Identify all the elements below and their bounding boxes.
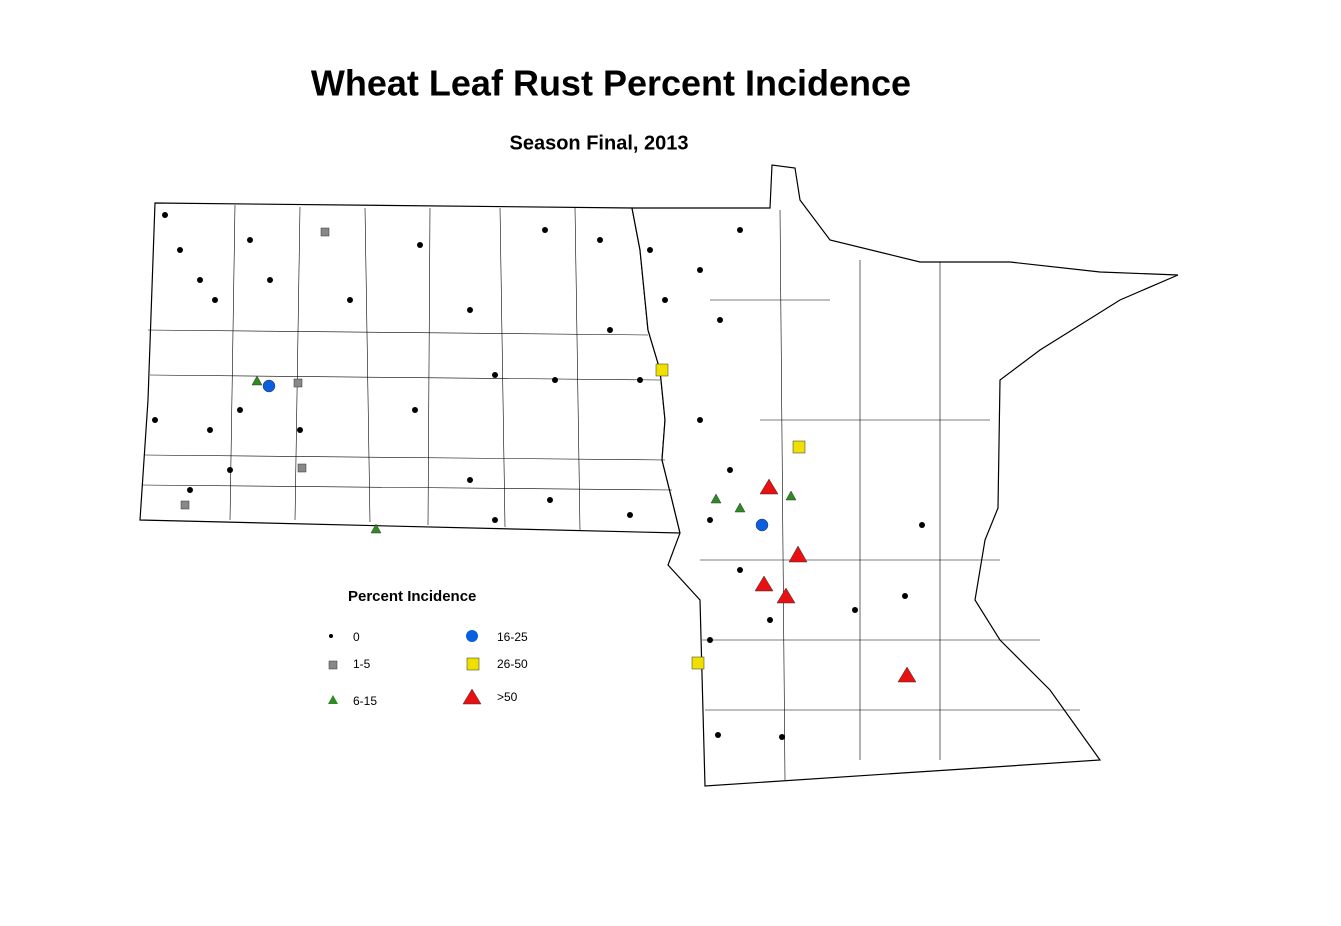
marker: [417, 242, 423, 248]
legend: Percent Incidence 0 1-5 6-15 16-25 26-50…: [328, 588, 528, 708]
zero-markers: [152, 212, 925, 740]
marker: [347, 297, 353, 303]
marker: [207, 427, 213, 433]
marker: [754, 575, 774, 592]
marker: [647, 247, 653, 253]
marker: [251, 375, 263, 386]
marker: [297, 463, 307, 473]
map-title: Wheat Leaf Rust Percent Incidence: [311, 63, 911, 104]
marker: [320, 227, 330, 237]
marker: [547, 497, 553, 503]
marker: [776, 587, 796, 604]
legend-title: Percent Incidence: [348, 588, 476, 605]
marker: [227, 467, 233, 473]
legend-label: 1-5: [353, 657, 371, 671]
marker: [779, 734, 785, 740]
marker: [267, 277, 273, 283]
marker: [715, 732, 721, 738]
marker: [785, 490, 797, 501]
marker: [297, 427, 303, 433]
legend-symbol: [329, 634, 333, 638]
marker: [467, 307, 473, 313]
county-lines: [141, 204, 1080, 781]
marker: [919, 522, 925, 528]
north-dakota: [139, 202, 681, 534]
marker: [197, 277, 203, 283]
marker: [707, 517, 713, 523]
marker: [727, 467, 733, 473]
other-markers: [180, 227, 917, 683]
marker: [492, 517, 498, 523]
legend-symbol: [462, 688, 482, 705]
marker: [627, 512, 633, 518]
marker: [792, 440, 806, 454]
marker: [237, 407, 243, 413]
marker: [655, 363, 669, 377]
marker: [737, 567, 743, 573]
marker: [737, 227, 743, 233]
marker: [697, 417, 703, 423]
marker: [187, 487, 193, 493]
marker: [370, 523, 382, 534]
marker: [710, 493, 722, 504]
marker: [734, 502, 746, 513]
map-subtitle: Season Final, 2013: [510, 132, 689, 154]
marker: [467, 477, 473, 483]
marker: [247, 237, 253, 243]
marker: [597, 237, 603, 243]
legend-symbol: [466, 657, 480, 671]
legend-symbol: [328, 695, 338, 704]
marker: [637, 377, 643, 383]
marker: [162, 212, 168, 218]
legend-symbol: [328, 660, 338, 670]
marker: [212, 297, 218, 303]
legend-label: >50: [497, 690, 518, 704]
marker: [717, 317, 723, 323]
legend-symbol: [466, 630, 478, 642]
marker: [492, 372, 498, 378]
marker: [293, 378, 303, 388]
legend-label: 6-15: [353, 694, 377, 708]
legend-label: 26-50: [497, 657, 528, 671]
marker: [788, 545, 808, 563]
marker: [552, 377, 558, 383]
legend-label: 16-25: [497, 630, 528, 644]
marker: [662, 297, 668, 303]
marker: [262, 379, 276, 393]
marker: [607, 327, 613, 333]
marker: [902, 593, 908, 599]
marker: [180, 500, 190, 510]
marker: [152, 417, 158, 423]
marker: [767, 617, 773, 623]
legend-label: 0: [353, 630, 360, 644]
marker: [697, 267, 703, 273]
map: [139, 164, 1179, 787]
marker: [707, 637, 713, 643]
marker: [759, 478, 779, 495]
marker: [897, 666, 917, 683]
marker: [691, 656, 705, 670]
marker: [542, 227, 548, 233]
marker: [852, 607, 858, 613]
marker: [755, 518, 769, 532]
minnesota: [631, 164, 1179, 787]
marker: [177, 247, 183, 253]
marker: [412, 407, 418, 413]
